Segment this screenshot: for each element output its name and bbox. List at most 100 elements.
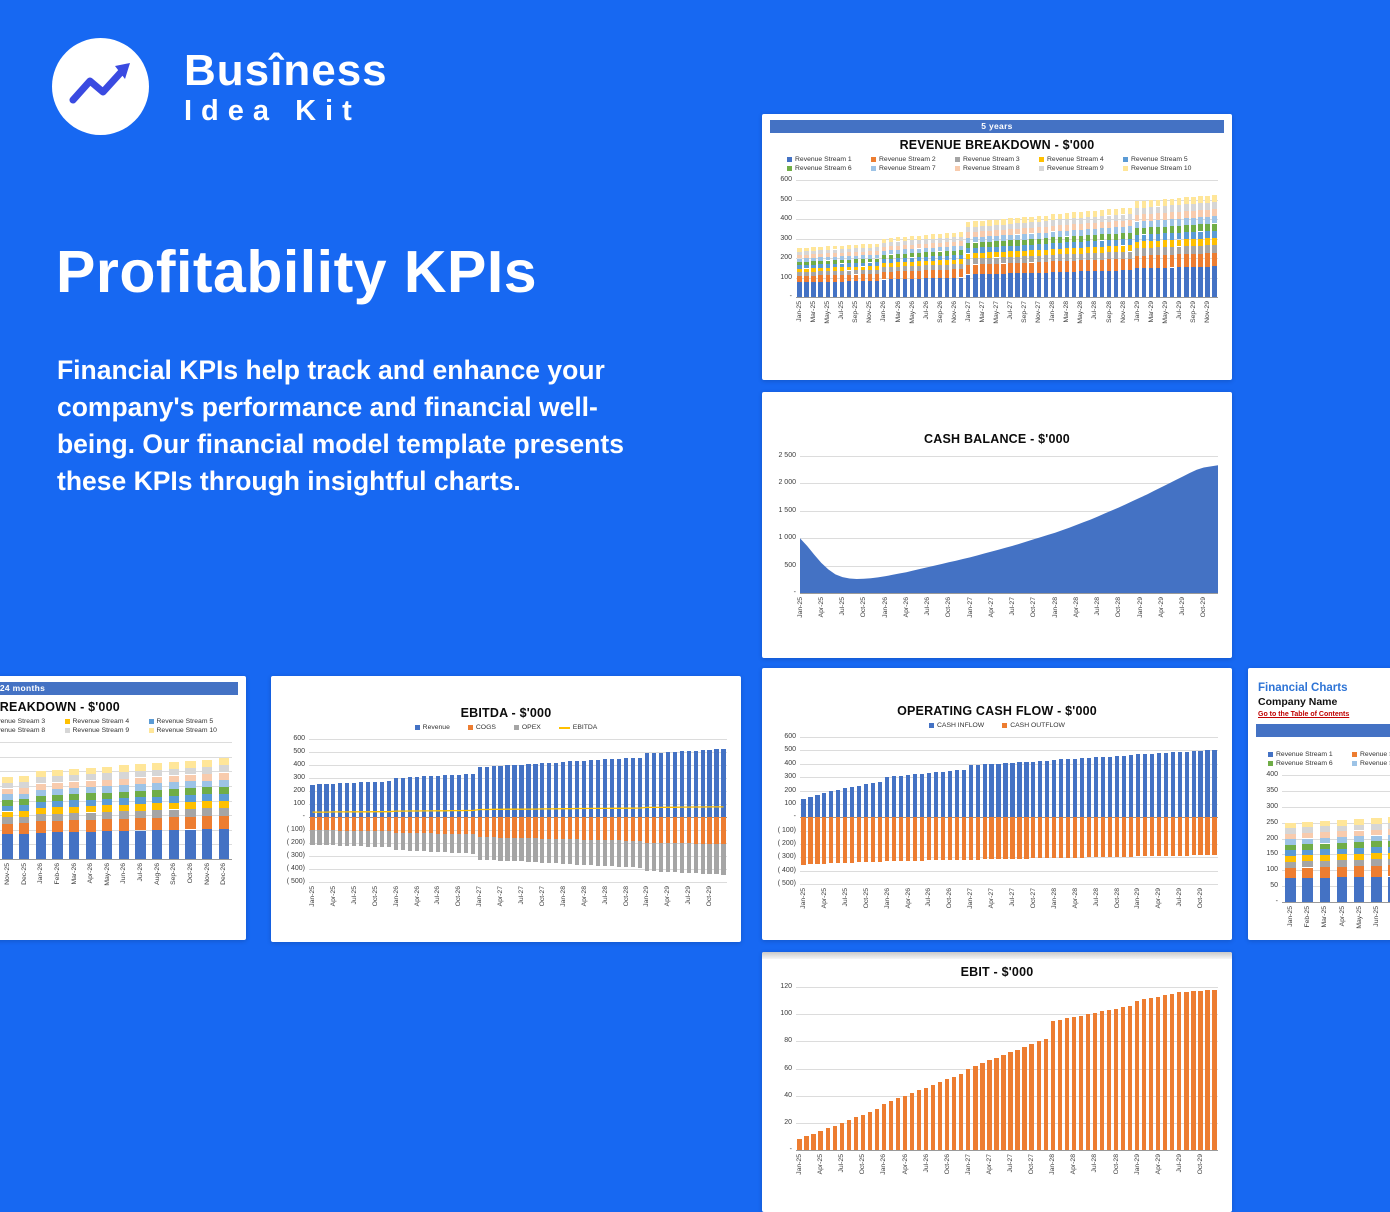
bar-segment xyxy=(1302,855,1313,861)
operating-cash-flow-card: OPERATING CASH FLOW - $'000 CASH INFLOW C… xyxy=(762,668,1232,940)
bar-segment xyxy=(867,244,873,248)
legend-item: Revenue Stream 5 xyxy=(1123,156,1207,163)
bar-segment xyxy=(1008,1052,1013,1150)
bar-segment xyxy=(895,249,901,255)
bar-segment xyxy=(52,832,63,859)
bar-segment xyxy=(700,750,705,817)
bar-segment xyxy=(987,220,992,226)
bar-segment xyxy=(35,783,46,790)
bar-segment xyxy=(1163,240,1168,248)
bar-segment xyxy=(1198,203,1203,211)
table-of-contents-link[interactable]: Go to the Table of Contents xyxy=(1258,711,1350,718)
bar-segment xyxy=(1001,246,1006,252)
bar-segment xyxy=(959,277,964,297)
x-axis-label: Nov-25 xyxy=(4,863,12,885)
gridline xyxy=(796,987,1218,988)
legend-square-marker xyxy=(787,166,792,171)
bar-segment xyxy=(1156,255,1161,268)
bar-segment xyxy=(1205,253,1210,267)
bar-segment xyxy=(1163,206,1168,213)
bar-segment xyxy=(19,823,30,835)
bar-segment xyxy=(1191,196,1196,204)
bar-segment xyxy=(85,767,96,775)
bar-segment xyxy=(881,238,887,243)
gridline xyxy=(796,180,1218,181)
bar-segment xyxy=(1106,246,1112,253)
bar-segment xyxy=(568,817,573,840)
bar-segment xyxy=(19,776,30,782)
bar-segment xyxy=(700,843,705,874)
bar-segment xyxy=(843,788,848,818)
bar-segment xyxy=(1177,204,1182,212)
bar-segment xyxy=(966,227,971,233)
bar-segment xyxy=(888,237,894,242)
bar-segment xyxy=(1050,248,1055,255)
y-axis-label: 50 xyxy=(1270,882,1278,890)
bar-segment xyxy=(345,817,350,831)
gridline xyxy=(796,277,1218,279)
bar-segment xyxy=(1149,753,1154,818)
bar-segment xyxy=(2,800,13,806)
x-axis-label: Oct-27 xyxy=(538,886,546,907)
bar-segment xyxy=(380,817,385,832)
bar-segment xyxy=(1022,256,1027,263)
x-axis-label: Nov-25 xyxy=(866,301,874,323)
brand-logo xyxy=(52,38,149,135)
bar-segment xyxy=(888,254,894,259)
legend-label: Revenue Stream 2 xyxy=(879,156,936,163)
y-axis-label: 80 xyxy=(784,1037,792,1045)
bar-segment xyxy=(1113,239,1119,246)
bar-segment xyxy=(463,774,468,817)
x-axis-label: May-26 xyxy=(103,863,111,886)
bar-segment xyxy=(533,763,538,817)
bar-segment xyxy=(1353,824,1365,831)
legend-label: Revenue Stream 7 xyxy=(1360,760,1390,767)
legend-square-marker xyxy=(64,719,70,724)
bar-segment xyxy=(797,276,802,283)
bar-segment xyxy=(498,817,503,838)
bar-segment xyxy=(954,817,959,860)
bar-segment xyxy=(980,252,985,259)
chart-plot: 2 500 2 000 1 500 1 000 500- Jan-25 Apr-25 Jul-… xyxy=(770,452,1224,618)
bar-segment xyxy=(829,817,834,864)
bar-segment xyxy=(1092,271,1098,297)
bar-segment xyxy=(1134,208,1140,215)
bar-segment xyxy=(359,830,364,847)
bar-segment xyxy=(818,267,823,272)
bar-segment xyxy=(1043,226,1048,233)
bar-segment xyxy=(1017,762,1022,818)
bar-segment xyxy=(1198,266,1203,297)
bar-segment xyxy=(2,777,13,783)
bar-segment xyxy=(435,833,440,853)
bar-segment xyxy=(616,758,622,817)
bar-segment xyxy=(331,817,336,831)
bar-segment xyxy=(310,830,315,845)
gridline xyxy=(1282,790,1390,792)
bar-segment xyxy=(596,839,601,866)
bar-segment xyxy=(1092,234,1098,241)
bar-segment xyxy=(945,260,950,265)
bar-segment xyxy=(1043,1038,1048,1150)
y-axis-label: - xyxy=(789,293,792,300)
bar-segment xyxy=(839,245,844,250)
bar-segment xyxy=(463,817,468,835)
bar-segment xyxy=(895,266,901,272)
bar-segment xyxy=(1008,273,1013,297)
bar-segment xyxy=(201,759,213,767)
bar-segment xyxy=(952,241,957,247)
bar-segment xyxy=(1285,856,1296,862)
x-axis-label: Mar-25 xyxy=(1321,906,1329,928)
x-axis-label: Jan-25 xyxy=(309,886,316,907)
bar-segment xyxy=(700,817,705,844)
bar-segment xyxy=(1015,217,1020,224)
bar-segment xyxy=(881,263,887,268)
bar-segment xyxy=(864,817,869,863)
bar-segment xyxy=(201,829,213,859)
bar-segment xyxy=(945,1079,950,1150)
bar-segment xyxy=(1120,226,1126,234)
bar-segment xyxy=(832,275,837,282)
legend-label: CASH INFLOW xyxy=(937,722,985,729)
bar-segment xyxy=(1106,221,1112,228)
bar-segment xyxy=(804,282,809,297)
bar-segment xyxy=(881,267,887,272)
